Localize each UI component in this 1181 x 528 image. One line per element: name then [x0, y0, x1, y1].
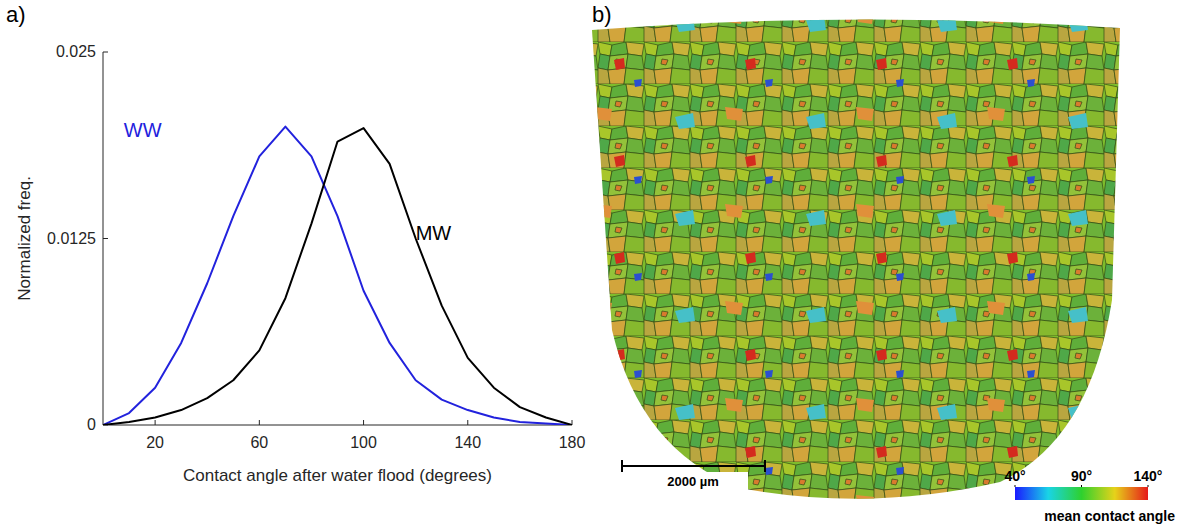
scale-bar-end [621, 460, 623, 472]
y-tick [103, 52, 108, 53]
x-tick [467, 420, 468, 425]
plot-lines [103, 127, 572, 425]
colorbar-tick-label: 90° [1071, 468, 1092, 484]
colorbar-scale [1015, 487, 1148, 500]
x-tick [155, 420, 156, 425]
figure: a) 20 60 100 140 180 0 0.0125 0.025 Contact angle… [0, 0, 1181, 528]
scale-bar-end [764, 460, 766, 472]
colorbar-title: mean contact angle [1044, 508, 1175, 524]
pore-rendering-detail [592, 19, 1120, 498]
series-line [103, 127, 572, 425]
colorbar-tick [1148, 485, 1149, 487]
x-tick [363, 420, 364, 425]
x-tick-label: 140 [454, 434, 481, 451]
colorbar-tick [1015, 485, 1016, 487]
x-tick-label: 60 [250, 434, 268, 451]
colorbar: 40° 90° 140° mean contact angle [1004, 468, 1175, 524]
y-tick-label: 0.025 [56, 43, 96, 60]
colorbar-tick-label: 40° [1004, 468, 1025, 484]
panel-label: b) [592, 2, 612, 27]
scale-bar-label: 2000 µm [667, 474, 719, 489]
y-tick [103, 238, 108, 239]
series-label: WW [124, 119, 162, 141]
scale-bar: 2000 µm [622, 460, 765, 490]
panel-b: b) 2000 µm 40° 90° 140° mean contact angle [592, 2, 1175, 524]
y-tick-label: 0 [87, 416, 96, 433]
series-line [103, 128, 572, 425]
x-tick-label: 100 [350, 434, 377, 451]
series-label: MW [416, 222, 452, 244]
pore-rendering [592, 19, 1120, 498]
x-tick [259, 420, 260, 425]
scale-bar-ground [640, 472, 748, 490]
x-axis [103, 425, 572, 426]
colorbar-tick [1081, 485, 1082, 487]
panel-a: a) 20 60 100 140 180 0 0.0125 0.025 Contact angle… [6, 2, 585, 485]
y-tick-label: 0.0125 [47, 230, 96, 247]
x-axis-title: Contact angle after water flood (degrees… [183, 466, 492, 485]
y-axis-title: Normalized freq. [15, 176, 34, 301]
x-tick-label: 20 [146, 434, 164, 451]
colorbar-tick-label: 140° [1134, 468, 1163, 484]
scale-bar-line [622, 465, 765, 467]
x-tick-label: 180 [559, 434, 586, 451]
panel-label: a) [6, 2, 26, 27]
